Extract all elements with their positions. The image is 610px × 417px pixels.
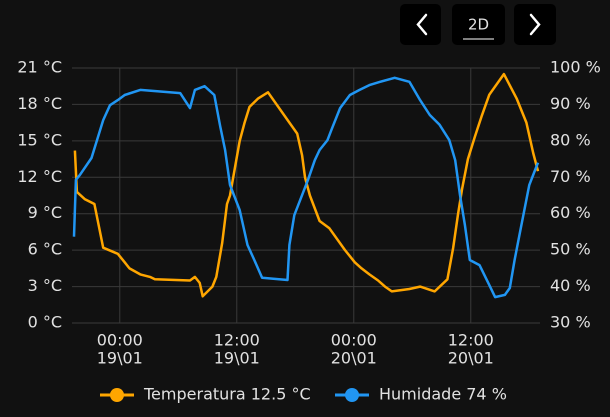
chevron-right	[529, 13, 541, 36]
legend-label: Humidade 74 %	[379, 385, 507, 404]
x-tick-date: 19\01	[214, 349, 260, 368]
y2-tick-label: 70 %	[550, 167, 591, 186]
y-tick-label: 12 °C	[17, 167, 62, 186]
x-tick-date: 19\01	[97, 349, 143, 368]
range-button[interactable]: 2D	[452, 4, 505, 45]
legend-marker	[110, 388, 124, 402]
y2-tick-label: 100 %	[550, 58, 601, 77]
prev-button[interactable]	[400, 4, 441, 45]
x-tick-label: 12:00	[448, 331, 494, 350]
y-tick-label: 6 °C	[28, 240, 62, 259]
button-bg	[400, 4, 441, 45]
y2-tick-label: 60 %	[550, 203, 591, 222]
y-tick-label: 0 °C	[28, 313, 62, 332]
button-bg	[514, 4, 556, 45]
y-tick-label: 15 °C	[17, 130, 62, 149]
x-tick-date: 20\01	[448, 349, 494, 368]
range-label: 2D	[468, 16, 489, 34]
y-tick-label: 9 °C	[28, 203, 62, 222]
y2-tick-label: 80 %	[550, 130, 591, 149]
next-button[interactable]	[514, 4, 556, 45]
legend-marker	[345, 388, 359, 402]
y2-tick-label: 50 %	[550, 240, 591, 259]
y-tick-label: 18 °C	[17, 94, 62, 113]
legend-label: Temperatura 12.5 °C	[143, 385, 311, 404]
x-tick-date: 20\01	[331, 349, 377, 368]
y-tick-label: 21 °C	[17, 58, 62, 77]
y-tick-label: 3 °C	[28, 276, 62, 295]
y2-tick-label: 30 %	[550, 313, 591, 332]
y2-tick-label: 90 %	[550, 94, 591, 113]
chevron-left	[416, 13, 428, 36]
series-line	[73, 72, 540, 298]
x-tick-label: 12:00	[214, 331, 260, 350]
x-tick-label: 00:00	[331, 331, 377, 350]
button-bg	[452, 4, 505, 45]
x-tick-label: 00:00	[97, 331, 143, 350]
y2-tick-label: 40 %	[550, 276, 591, 295]
series-line	[72, 76, 540, 299]
